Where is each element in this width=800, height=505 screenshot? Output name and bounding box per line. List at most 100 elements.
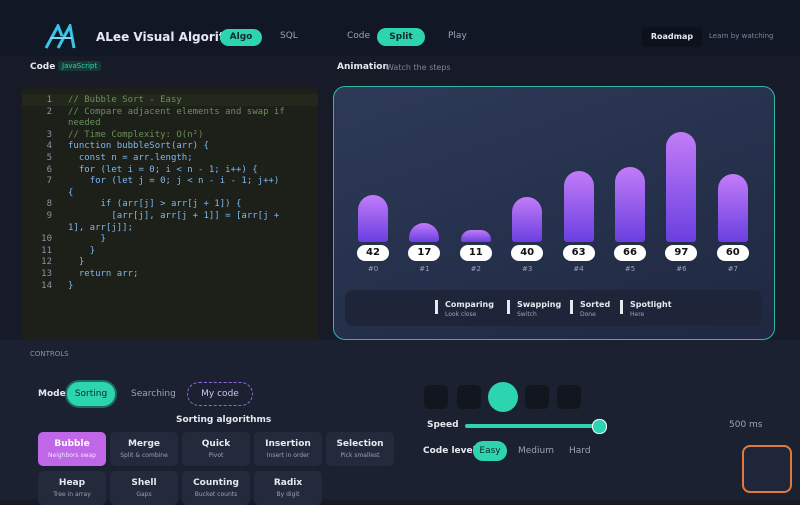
algorithm-card[interactable] — [254, 471, 322, 505]
array-bar — [512, 196, 543, 242]
algorithm-card[interactable] — [38, 471, 106, 505]
line-number: 9 — [46, 210, 52, 221]
line-number: 13 — [41, 268, 52, 279]
code-text: const n = arr.length; — [68, 152, 193, 163]
speed-label: Speed — [427, 420, 459, 430]
tab[interactable]: SQL — [280, 31, 298, 41]
algorithm-name: Radix — [273, 478, 303, 488]
level-button[interactable]: Hard — [569, 446, 591, 456]
line-number: 12 — [41, 257, 52, 268]
mode-button[interactable]: My code — [187, 382, 253, 406]
view-tab[interactable]: Code — [347, 31, 371, 41]
code-text: return arr; — [68, 268, 139, 279]
view-tab[interactable]: Split — [377, 28, 425, 46]
algorithm-name: Selection — [336, 439, 384, 449]
panel-title: Code — [30, 62, 56, 72]
legend-label: Sorted — [580, 300, 611, 309]
code-text: // Compare adjacent elements and swap if… — [68, 106, 291, 129]
app-title: ALee Visual Algorithm — [96, 30, 246, 44]
player-button[interactable] — [557, 385, 581, 409]
legend-label: Comparing — [445, 300, 494, 309]
array-bar — [460, 229, 491, 242]
code-line: 6 for (let i = 0; i < n - 1; i++) { — [22, 165, 312, 177]
panel-subtitle: Watch the steps — [386, 63, 451, 72]
code-text: } — [68, 245, 96, 256]
code-text: [arr[j], arr[j + 1]] = [arr[j + 1], arr[… — [68, 210, 285, 233]
mode-button[interactable]: Sorting — [67, 382, 115, 406]
code-text: } — [68, 257, 85, 268]
legend-marker — [435, 300, 438, 314]
index-label: #3 — [522, 265, 533, 273]
line-number: 5 — [46, 152, 52, 163]
value-pill: 60 — [716, 245, 749, 261]
line-number: 7 — [46, 176, 52, 187]
value-pill: 17 — [408, 245, 441, 261]
code-line: 14} — [22, 281, 312, 293]
code-line: 2 // Compare adjacent elements and swap i… — [22, 107, 312, 130]
level-button[interactable]: Easy — [473, 441, 507, 461]
algorithm-desc: By digit — [276, 491, 300, 498]
algorithm-name: Heap — [58, 478, 86, 488]
legend-marker — [620, 300, 623, 314]
player-button[interactable] — [457, 385, 481, 409]
line-number: 8 — [46, 199, 52, 210]
algorithm-card[interactable] — [254, 432, 322, 466]
tab[interactable]: Algo — [220, 29, 262, 46]
code-level-label: Code level — [423, 446, 476, 456]
line-number: 3 — [46, 129, 52, 140]
algorithm-card[interactable] — [182, 432, 250, 466]
algorithm-desc: Tree in array — [53, 491, 91, 498]
mode-label: Mode — [38, 389, 66, 399]
code-text: } — [68, 280, 74, 291]
speed-thumb[interactable] — [592, 419, 607, 434]
level-button[interactable]: Medium — [518, 446, 554, 456]
algorithm-desc: Neighbors swap — [48, 452, 96, 459]
code-line: 11 } — [22, 246, 312, 258]
algorithm-card[interactable] — [326, 432, 394, 466]
code-lines: 1 // Bubble Sort - Easy 2 // Compare adjace… — [22, 95, 312, 292]
code-line: 5 const n = arr.length; — [22, 153, 312, 165]
player-button[interactable] — [488, 382, 518, 412]
value-pill: 97 — [665, 245, 698, 261]
legend-desc: Done — [580, 311, 596, 318]
value-pill: 63 — [562, 245, 595, 261]
code-line: 4 function bubbleSort(arr) { — [22, 141, 312, 153]
algorithm-desc: Bucket counts — [194, 491, 238, 498]
legend-marker — [570, 300, 573, 314]
logo — [44, 24, 76, 49]
algorithm-card[interactable] — [110, 471, 178, 505]
index-label: #4 — [573, 265, 584, 273]
array-bar — [563, 170, 594, 242]
code-line: 13 return arr; — [22, 269, 312, 281]
player-button[interactable] — [525, 385, 549, 409]
code-text: if (arr[j] > arr[j + 1]) { — [68, 199, 242, 210]
index-label: #0 — [367, 265, 379, 273]
index-label: #6 — [676, 265, 687, 273]
code-text: function bubbleSort(arr) { — [68, 141, 209, 152]
corner-widget[interactable] — [742, 445, 792, 493]
algorithm-desc: Split & combine — [120, 452, 168, 459]
code-line: 8 if (arr[j] > arr[j + 1]) { — [22, 199, 312, 211]
code-text: // Bubble Sort - Easy — [68, 95, 182, 105]
code-line: 9 [arr[j], arr[j + 1]] = [arr[j + 1], ar… — [22, 211, 312, 234]
legend-label: Spotlight — [630, 300, 672, 309]
section-title: CONTROLS — [30, 350, 69, 358]
algorithm-card[interactable] — [182, 471, 250, 505]
code-text: } — [68, 234, 106, 245]
player-button[interactable] — [424, 385, 448, 409]
legend-label: Swapping — [517, 300, 562, 309]
view-tab[interactable]: Play — [448, 31, 467, 41]
array-bar — [358, 194, 388, 242]
line-number: 10 — [41, 234, 52, 245]
algorithm-card[interactable] — [38, 432, 106, 466]
roadmap-button[interactable]: Roadmap — [642, 27, 702, 47]
line-number: 4 — [46, 141, 52, 152]
algorithm-card[interactable] — [110, 432, 178, 466]
mode-button[interactable]: Searching — [131, 389, 176, 399]
array-bar — [666, 132, 697, 242]
value-pill: 42 — [357, 245, 389, 261]
algorithm-name: Bubble — [54, 439, 90, 449]
value-pill: 40 — [511, 245, 544, 261]
line-number: 6 — [46, 164, 52, 175]
